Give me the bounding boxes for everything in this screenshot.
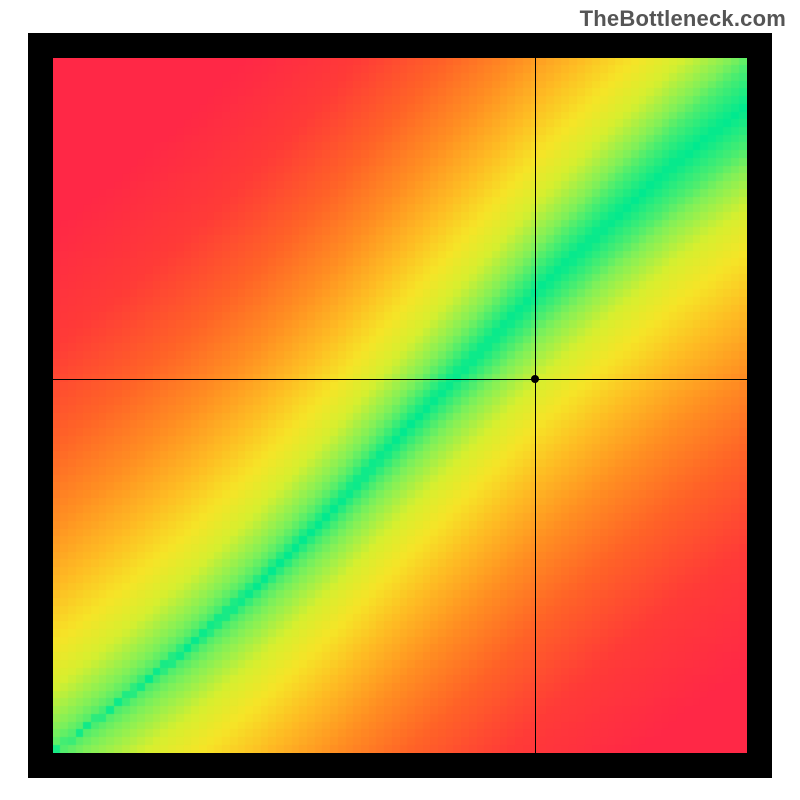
heatmap-canvas	[53, 58, 747, 753]
attribution-text: TheBottleneck.com	[580, 6, 786, 32]
crosshair-vertical	[535, 58, 536, 753]
crosshair-horizontal	[53, 379, 747, 380]
crosshair-marker	[531, 375, 539, 383]
chart-container: TheBottleneck.com	[0, 0, 800, 800]
chart-frame	[28, 33, 772, 778]
